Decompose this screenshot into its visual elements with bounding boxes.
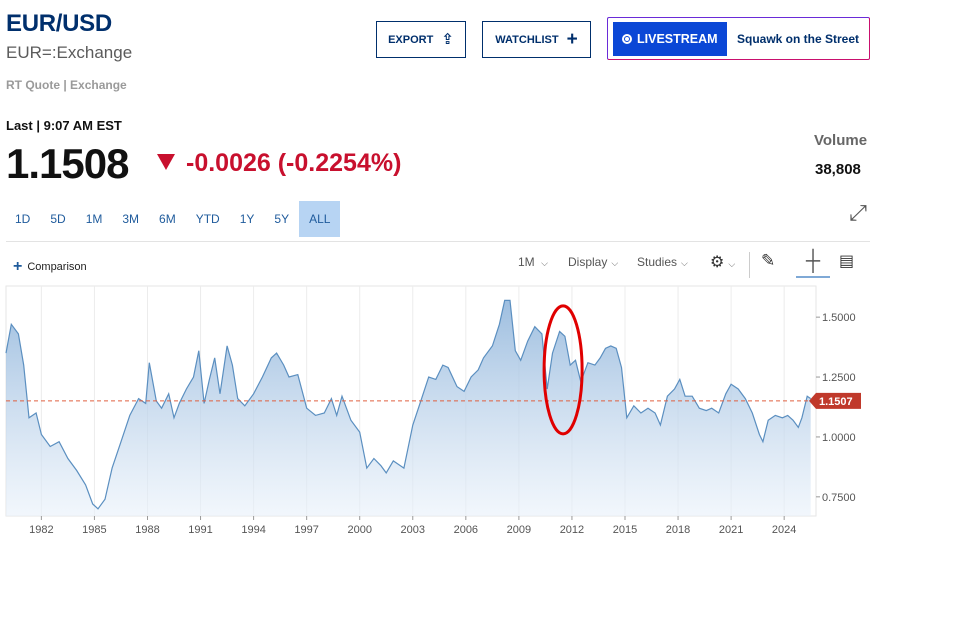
share-icon: ⇪ <box>441 31 454 48</box>
y-tick-label: 1.2500 <box>822 372 856 384</box>
expand-icon[interactable]: ⤢ <box>849 200 867 225</box>
live-indicator-icon <box>622 33 632 44</box>
plus-icon: + <box>566 29 578 50</box>
x-tick-label: 2015 <box>613 524 637 536</box>
price-change: -0.0026 (-0.2254%) <box>186 149 402 177</box>
x-tick-label: 2003 <box>401 524 425 536</box>
price-area <box>6 300 811 516</box>
price-line <box>5 299 812 510</box>
range-1m[interactable]: 1M <box>85 212 103 226</box>
interval-label: 1M <box>518 255 535 269</box>
range-1d[interactable]: 1D <box>15 212 31 226</box>
toolbar-divider <box>6 241 870 242</box>
interval-dropdown[interactable]: 1M ⌵ <box>518 255 548 269</box>
x-tick-label: 2024 <box>772 524 796 536</box>
chevron-down-icon: ⌵ <box>681 258 688 268</box>
livestream-label: LIVESTREAM <box>637 31 718 46</box>
instrument-symbol: EUR=:Exchange <box>6 43 133 62</box>
crosshair-icon[interactable]: ┼ <box>796 248 830 278</box>
comparison-label: Comparison <box>27 261 87 273</box>
range-1y[interactable]: 1Y <box>239 212 255 226</box>
down-triangle-icon <box>157 154 175 170</box>
price-chart[interactable]: 0.7500 1.0000 1.2500 1.5000 1982 1985 1988 199… <box>0 280 870 542</box>
x-tick-label: 1994 <box>241 524 265 536</box>
highlight-ellipse <box>542 304 584 436</box>
studies-label: Studies <box>637 255 678 269</box>
last-price: 1.1508 <box>6 140 129 187</box>
plus-icon: + <box>13 258 23 275</box>
x-tick-label: 2018 <box>666 524 690 536</box>
x-tick-label: 1988 <box>135 524 159 536</box>
volume-label: Volume <box>814 132 868 149</box>
range-selector: 1D 5D 1M 3M 6M YTD 1Y 5Y ALL <box>5 201 341 237</box>
chevron-down-icon: ⌵ <box>611 258 619 268</box>
last-trade-time: Last | 9:07 AM EST <box>6 118 122 133</box>
x-tick-label: 1997 <box>294 524 318 536</box>
livestream-show-name[interactable]: Squawk on the Street <box>737 31 860 46</box>
y-tick-label: 1.0000 <box>822 432 856 444</box>
toolbar-separator <box>749 252 750 278</box>
export-label: EXPORT <box>388 33 434 46</box>
x-tick-label: 2000 <box>347 524 371 536</box>
volume-value: 38,808 <box>815 161 861 178</box>
x-tick-label: 2006 <box>454 524 478 536</box>
watchlist-label: WATCHLIST <box>495 33 559 46</box>
x-tick-label: 1982 <box>29 524 53 536</box>
range-ytd[interactable]: YTD <box>195 212 220 226</box>
y-tick-label: 1.5000 <box>822 312 856 324</box>
range-all[interactable]: ALL <box>299 201 341 237</box>
x-tick-label: 2012 <box>560 524 584 536</box>
x-tick-label: 1991 <box>188 524 212 536</box>
y-tick-label: 0.7500 <box>822 492 856 504</box>
livestream-banner[interactable]: LIVESTREAM Squawk on the Street <box>607 17 870 60</box>
livestream-button[interactable]: LIVESTREAM <box>613 21 727 56</box>
pencil-icon[interactable]: ✎ <box>761 251 776 270</box>
export-button[interactable]: EXPORT ⇪ <box>376 21 466 58</box>
studies-dropdown[interactable]: Studies ⌵ <box>637 255 688 269</box>
chevron-down-icon: ⌵ <box>538 258 548 268</box>
x-tick-label: 2009 <box>507 524 531 536</box>
instrument-title: EUR/USD <box>6 10 112 37</box>
gear-icon: ⚙ <box>710 254 725 271</box>
range-6m[interactable]: 6M <box>159 212 176 226</box>
range-5d[interactable]: 5D <box>50 212 66 226</box>
display-label: Display <box>568 255 608 269</box>
range-5y[interactable]: 5Y <box>274 212 290 226</box>
x-tick-label: 2021 <box>719 524 743 536</box>
range-3m[interactable]: 3M <box>122 212 140 226</box>
chevron-down-icon: ⌵ <box>728 259 736 269</box>
last-price-tag-label: 1.1507 <box>819 396 853 408</box>
quote-source: RT Quote | Exchange <box>6 78 127 92</box>
display-dropdown[interactable]: Display ⌵ <box>568 255 618 269</box>
settings-dropdown[interactable]: ⚙ ⌵ <box>710 252 735 272</box>
last-price-tag: 1.1507 <box>809 392 861 409</box>
x-tick-label: 1985 <box>82 524 106 536</box>
news-icon[interactable]: ▤ <box>839 253 855 270</box>
comparison-button[interactable]: + Comparison <box>13 258 87 276</box>
watchlist-button[interactable]: WATCHLIST + <box>482 21 591 58</box>
